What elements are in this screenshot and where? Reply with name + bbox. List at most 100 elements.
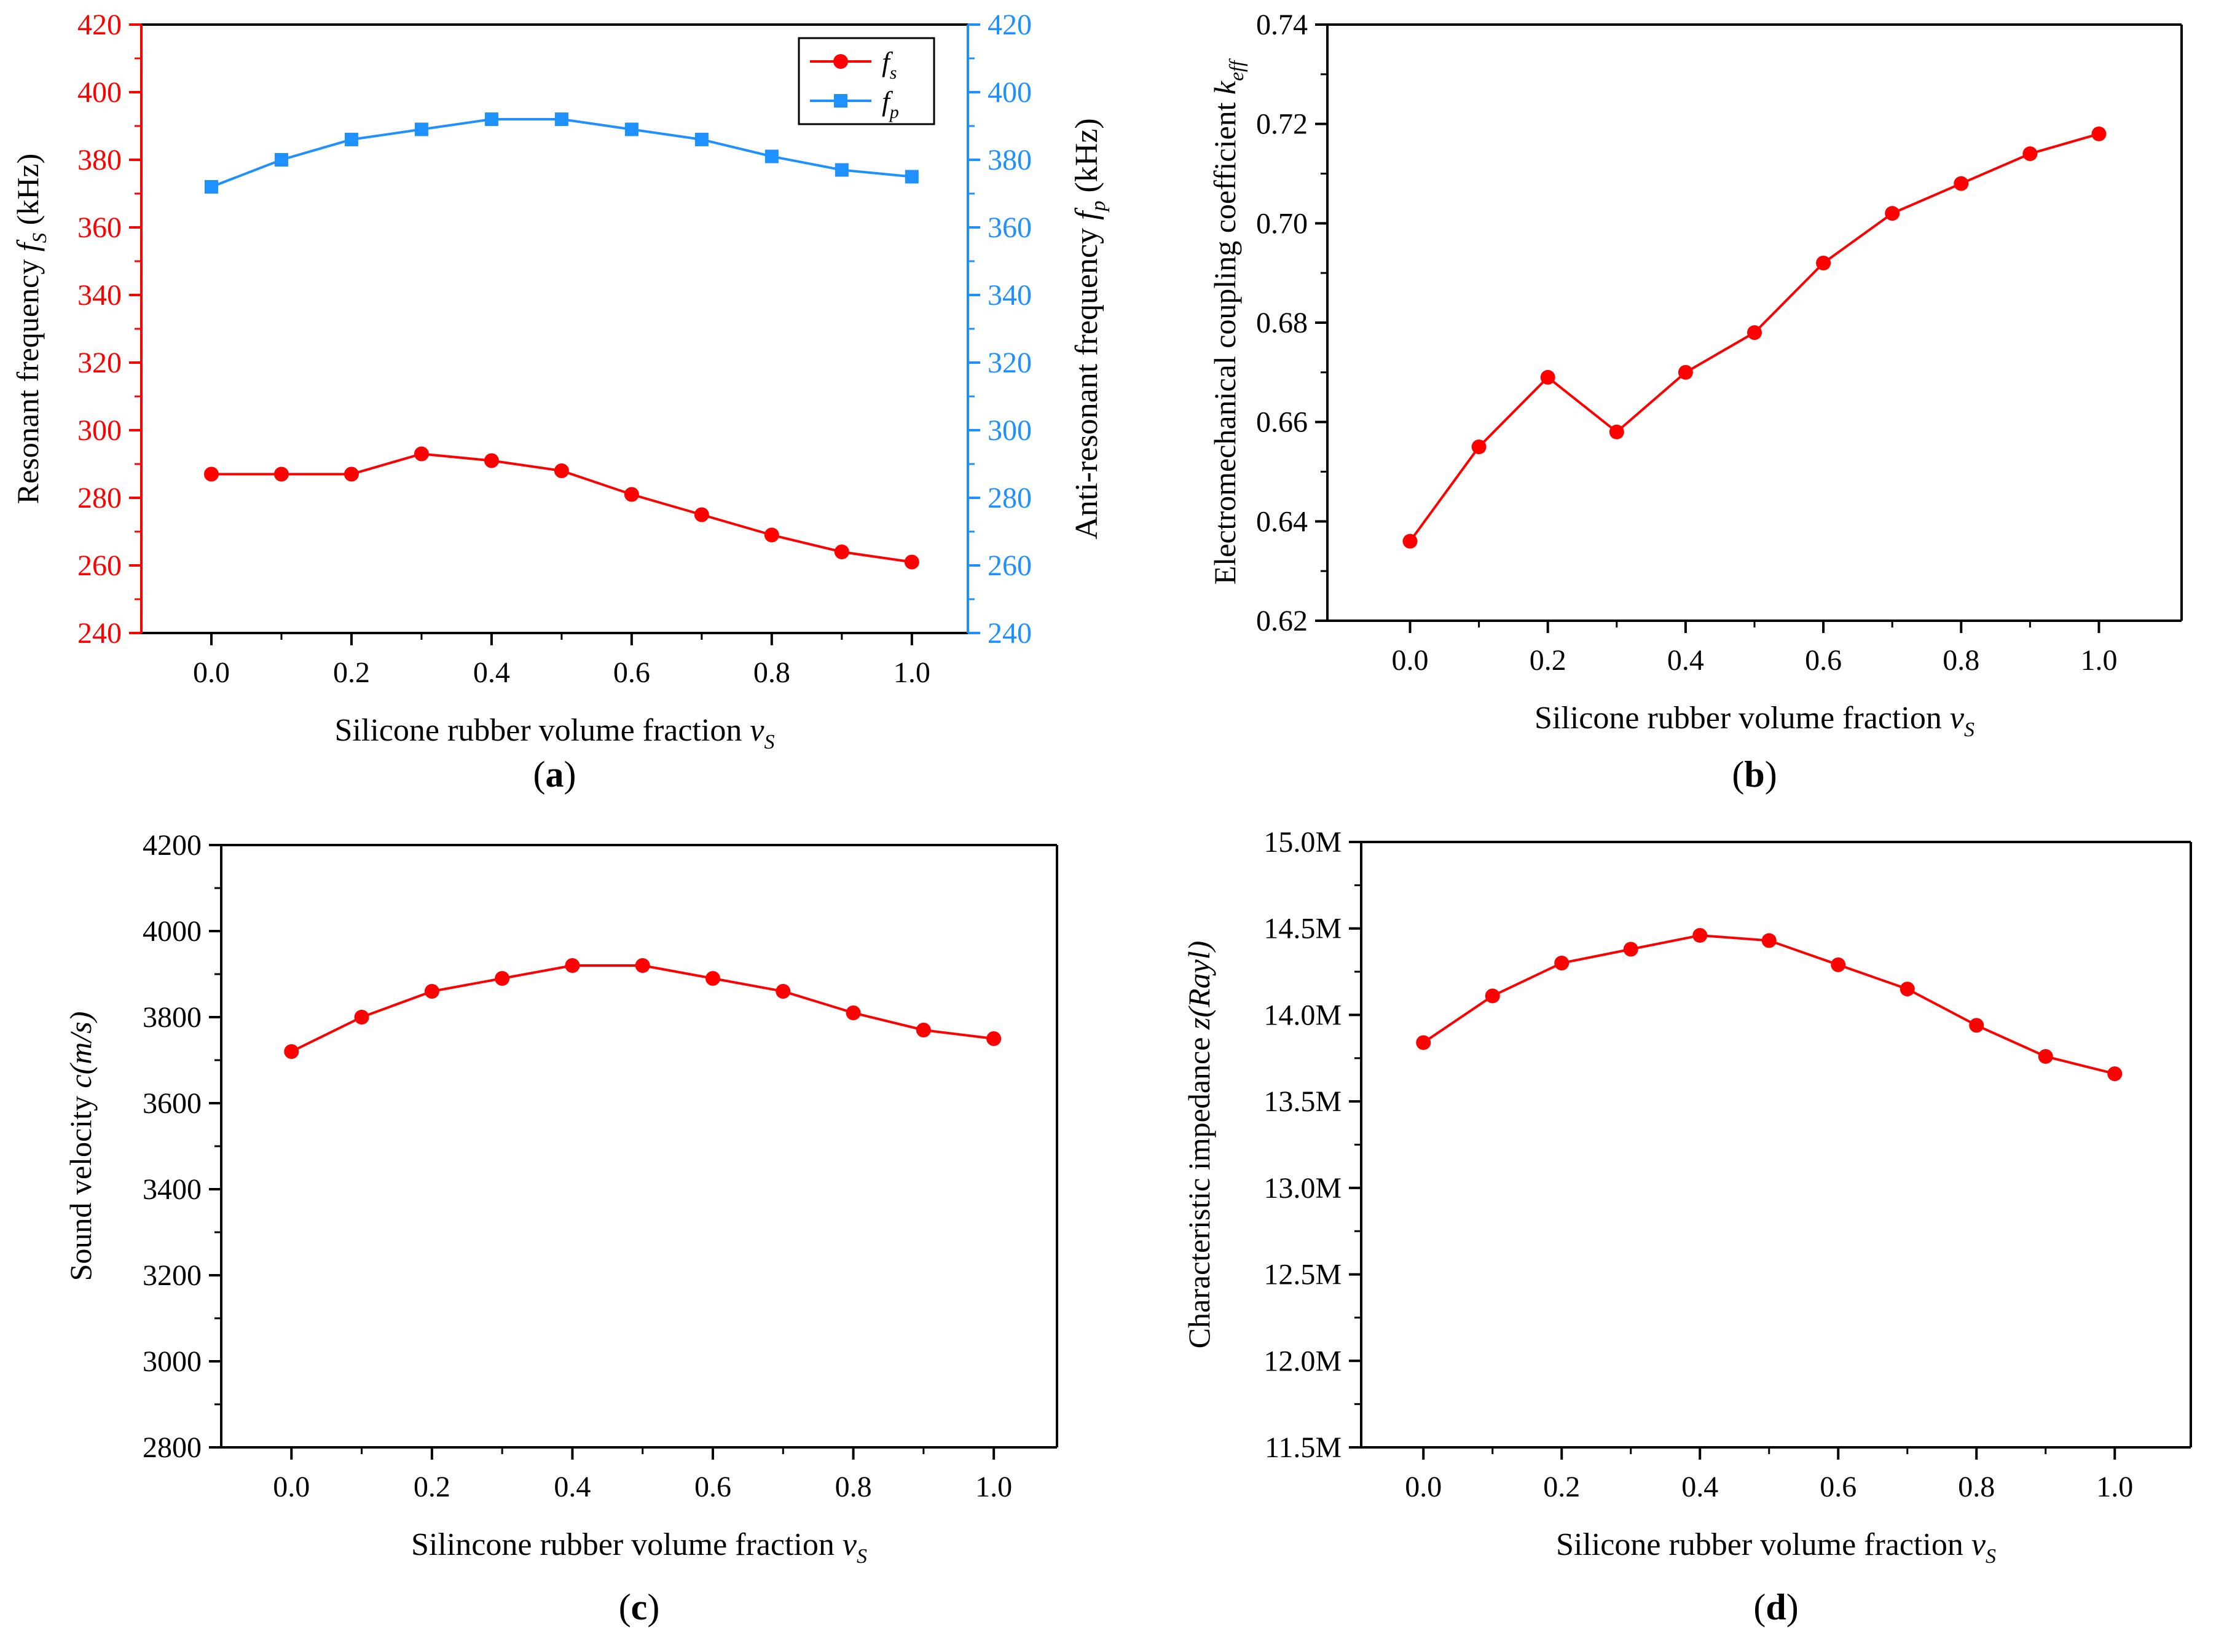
y2-axis-label: Anti-resonant frequency fp (kHz) (1069, 118, 1110, 540)
data-point-z (1692, 927, 1708, 943)
x-tick-label: 0.6 (613, 656, 650, 689)
data-point-fs (344, 466, 359, 482)
x-tick-label: 0.0 (273, 1471, 310, 1503)
data-point-fp (905, 170, 919, 184)
y-tick-label: 340 (77, 279, 122, 312)
series-line-z (1423, 934, 2115, 1076)
x-axis-label: Silincone rubber volume fraction vS (411, 1527, 867, 1568)
y-tick-label: 0.68 (1256, 307, 1308, 339)
x-tick-label: 0.8 (835, 1471, 872, 1503)
panel-b: 0.0 0.2 0.4 0.6 0.8 1.0 0.62 0.64 0.66 0.68 0.70 0.… (1208, 9, 2183, 795)
x-tick-label: 0.4 (473, 656, 510, 689)
data-point-fp (764, 149, 779, 163)
y2-tick-label: 300 (988, 414, 1032, 447)
y-axis-label: Characteristic impedance z(Rayl) (1182, 941, 1216, 1349)
y2-tick-label: 380 (988, 144, 1032, 176)
data-point-z (2038, 1048, 2053, 1064)
y2-tick-label: 340 (988, 279, 1032, 312)
y-tick-label: 320 (77, 347, 122, 379)
data-point-z (1969, 1018, 1984, 1033)
y-axis-label: Resonant frequency fS (kHz) (10, 154, 51, 504)
data-point-z (1623, 942, 1638, 957)
y-tick-label: 12.5M (1263, 1259, 1342, 1291)
data-point-c (284, 1044, 299, 1059)
x-tick-label: 0.8 (1943, 644, 1979, 677)
data-point-fp (694, 133, 709, 146)
x-tick-label: 1.0 (2096, 1471, 2133, 1503)
legend-marker-fs (833, 54, 848, 69)
y-tick-label: 3800 (143, 1001, 202, 1034)
data-point-fs (554, 463, 569, 478)
x-axis-label: Silicone rubber volume fraction vS (1534, 701, 1974, 741)
y2-tick-label: 320 (988, 347, 1032, 379)
data-point-keff (1540, 369, 1555, 385)
data-point-keff (1609, 424, 1624, 439)
y-tick-label: 0.62 (1256, 605, 1308, 637)
x-tick-label: 0.6 (694, 1471, 731, 1503)
x-tick-label: 0.4 (554, 1471, 591, 1503)
data-point-c (354, 1010, 369, 1025)
data-point-fs (834, 545, 849, 559)
data-point-fp (344, 133, 358, 146)
data-point-fp (414, 122, 428, 136)
x-tick-label: 0.0 (1392, 644, 1429, 677)
data-point-c (776, 984, 791, 999)
y-tick-label: 11.5M (1265, 1431, 1342, 1464)
data-point-c (986, 1031, 1002, 1046)
legend-marker-fp (834, 94, 847, 108)
panel-label: (a) (533, 754, 576, 795)
y-tick-label: 14.0M (1263, 999, 1342, 1031)
data-point-keff (1885, 206, 1900, 221)
y-tick-label: 420 (77, 9, 122, 41)
data-point-z (1761, 933, 1777, 948)
x-tick-label: 0.2 (414, 1471, 450, 1503)
y-tick-label: 240 (77, 617, 122, 650)
y-tick-label: 0.74 (1256, 9, 1308, 41)
data-point-z (1831, 957, 1846, 972)
x-tick-label: 0.0 (1405, 1471, 1442, 1503)
x-tick-label: 0.2 (333, 656, 370, 689)
x-tick-label: 0.8 (753, 656, 790, 689)
y-tick-label: 3400 (143, 1173, 202, 1206)
data-point-z (1900, 981, 1915, 997)
panel-d: 0.0 0.2 0.4 0.6 0.8 1.0 11.5M 12.0M 12.5M 13.0M 13… (1182, 826, 2192, 1627)
panel-label: (c) (619, 1587, 660, 1627)
x-tick-label: 0.6 (1820, 1471, 1856, 1503)
data-point-fs (203, 466, 219, 482)
y-tick-label: 0.72 (1256, 108, 1308, 141)
y-tick-label: 280 (77, 482, 122, 514)
data-point-keff (1678, 364, 1693, 380)
data-point-c (424, 984, 439, 999)
data-point-fs (484, 453, 499, 468)
y-tick-label: 0.66 (1256, 406, 1308, 439)
data-point-fp (835, 163, 849, 177)
data-point-c (495, 971, 510, 986)
data-point-keff (1816, 256, 1831, 270)
y-tick-label: 0.64 (1256, 505, 1308, 538)
y-tick-label: 3200 (143, 1259, 202, 1292)
y-tick-label: 0.70 (1256, 207, 1308, 240)
data-point-c (635, 958, 650, 973)
data-point-z (1554, 956, 1570, 970)
y-tick-label: 13.0M (1263, 1172, 1342, 1205)
data-point-keff (1402, 533, 1418, 549)
y-tick-label: 380 (77, 144, 122, 176)
x-tick-label: 0.2 (1530, 644, 1566, 677)
x-tick-label: 0.6 (1805, 644, 1842, 677)
y-tick-label: 400 (77, 76, 122, 109)
data-point-c (846, 1005, 861, 1020)
data-point-fs (414, 446, 429, 462)
y-tick-label: 4200 (143, 829, 202, 862)
data-point-fs (904, 554, 919, 570)
panel-label: (b) (1732, 754, 1777, 795)
y-tick-label: 260 (77, 549, 122, 582)
data-point-fs (624, 487, 639, 502)
data-point-keff (2022, 146, 2038, 162)
data-point-keff (1747, 325, 1762, 340)
series-line-fp (211, 118, 913, 188)
data-point-fp (484, 112, 498, 126)
legend-box (798, 37, 935, 125)
panel-label: (d) (1753, 1587, 1798, 1627)
panel-c: 0.0 0.2 0.4 0.6 0.8 1.0 2800 3000 3200 3400 3600 38… (63, 829, 1058, 1627)
